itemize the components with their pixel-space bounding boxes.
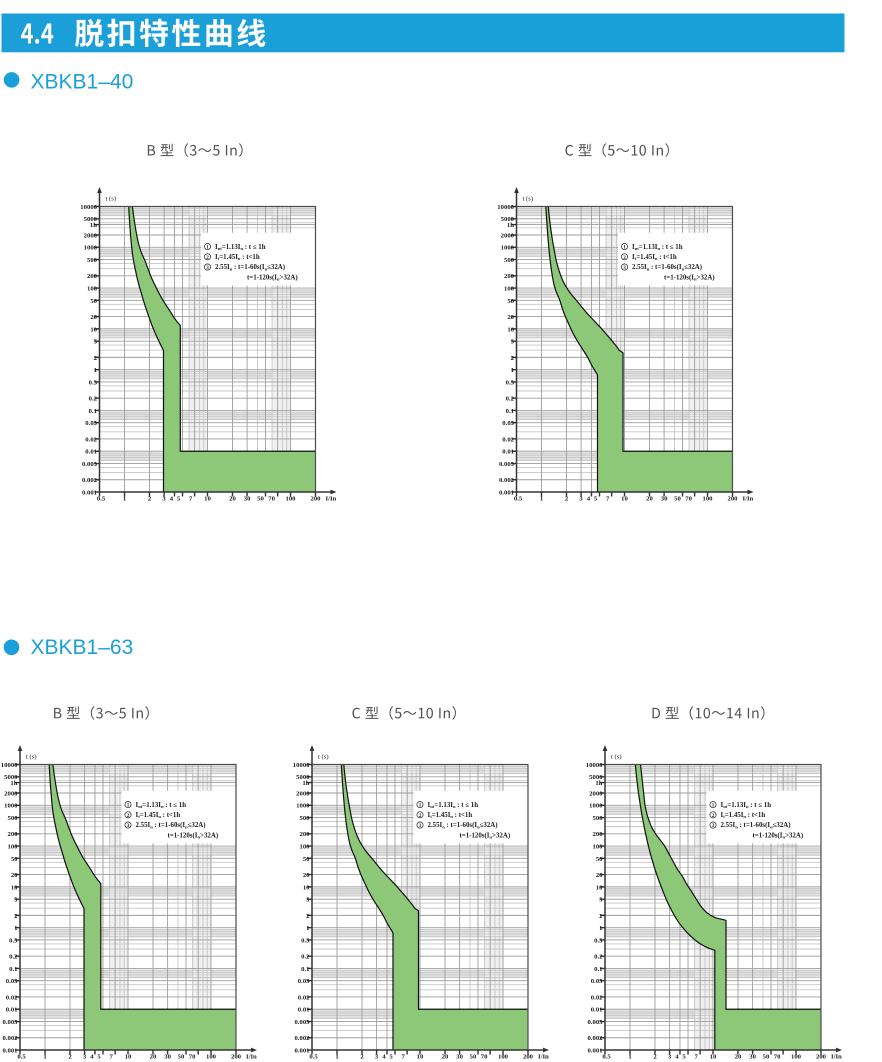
svg-text:XBKB1–40: XBKB1–40 (31, 71, 134, 94)
svg-text:XBKB1–63: XBKB1–63 (31, 636, 134, 659)
